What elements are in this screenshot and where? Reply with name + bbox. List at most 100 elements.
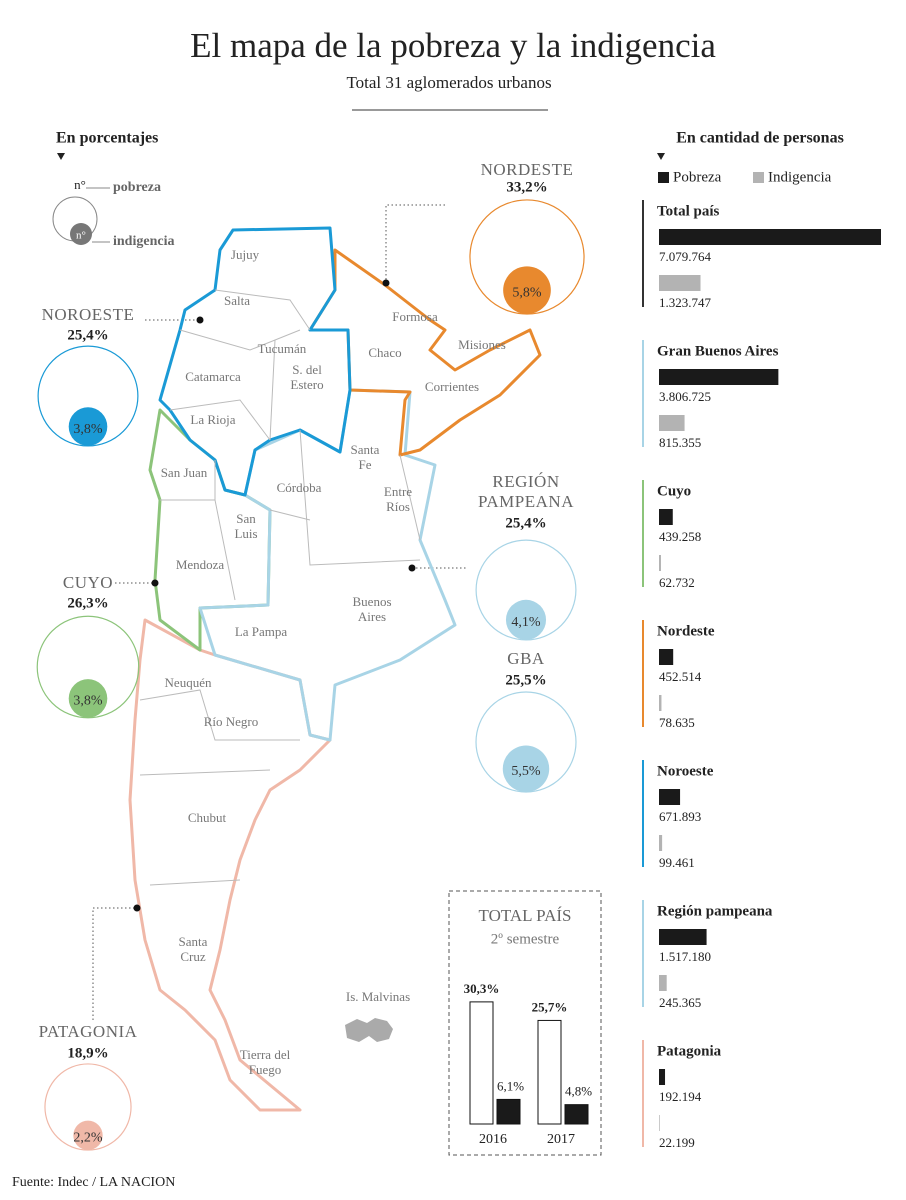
leader-dot — [133, 904, 141, 912]
value-label: 4,8% — [565, 1084, 592, 1099]
legend-sample: n° — [76, 230, 86, 242]
category-label: Patagonia — [657, 1043, 722, 1059]
leader-dot — [408, 564, 416, 572]
province-label: Buenos Aires — [352, 594, 392, 624]
poverty-bubble — [475, 539, 577, 641]
province-label: La Pampa — [234, 624, 288, 639]
bar — [659, 229, 881, 245]
bar — [659, 509, 673, 525]
value-label: 671.893 — [659, 809, 701, 824]
legend-label: Pobreza — [673, 169, 722, 185]
indigence-label: 3,8% — [73, 422, 103, 437]
value-label: 99.461 — [659, 855, 695, 870]
province-label: Tierra del Fuego — [239, 1047, 291, 1077]
province-label: Formosa — [392, 309, 438, 324]
bar — [659, 415, 685, 431]
province-label: Santa Fe — [350, 442, 380, 472]
indigence-label: 5,5% — [511, 764, 541, 779]
subtitle: Total 31 aglomerados urbanos — [346, 73, 551, 92]
bar — [659, 975, 667, 991]
chart-title: TOTAL PAÍS — [479, 906, 572, 925]
bar — [659, 1069, 666, 1085]
poverty-bubble — [475, 691, 577, 793]
value-label: 192.194 — [659, 1089, 702, 1104]
province-label: San Juan — [160, 465, 208, 480]
indigence-label: 2,2% — [73, 1131, 103, 1146]
value-label: 3.806.725 — [659, 389, 711, 404]
bar — [496, 1098, 521, 1125]
bar — [659, 695, 662, 711]
region-outline — [128, 618, 332, 1112]
indigence-bubble — [73, 1120, 103, 1151]
leader — [92, 907, 137, 1020]
leader-dot — [151, 579, 159, 587]
category-label: Región pampeana — [657, 903, 773, 919]
value-label: 6,1% — [497, 1078, 524, 1093]
value-label: 30,3% — [464, 981, 500, 996]
region-name: NORDESTE — [480, 160, 574, 179]
bar — [659, 275, 701, 291]
value-label: 452.514 — [659, 669, 702, 684]
province-label: S. del Estero — [290, 362, 324, 392]
title: El mapa de la pobreza y la indigencia — [190, 26, 716, 65]
legend-heading: En porcentajes — [56, 130, 158, 147]
value-label: 245.365 — [659, 995, 701, 1010]
chart-title: En cantidad de personas — [676, 130, 844, 147]
indigence-bubble — [503, 266, 551, 315]
province-label: San Luis — [234, 511, 258, 541]
bar — [659, 835, 663, 851]
bar — [659, 649, 674, 665]
value-label: 7.079.764 — [659, 249, 712, 264]
indigence-bubble — [505, 599, 547, 640]
region-outline — [158, 226, 352, 497]
value-label: 78.635 — [659, 715, 695, 730]
indigence-label: 3,8% — [73, 694, 103, 709]
province-label: Chubut — [187, 810, 227, 825]
province-label: La Rioja — [190, 412, 236, 427]
region-poverty-label: 25,4% — [67, 327, 108, 343]
x-tick-label: 2017 — [547, 1132, 575, 1147]
province-label: Corrientes — [424, 379, 480, 394]
value-label: 25,7% — [532, 999, 568, 1014]
x-tick-label: 2016 — [479, 1132, 507, 1147]
value-label: 1.517.180 — [659, 949, 711, 964]
leader — [385, 204, 445, 283]
region-name: GBA — [507, 649, 545, 668]
chart-subtitle: 2º semestre — [491, 931, 560, 947]
leader-dot — [382, 279, 390, 287]
indigence-label: 4,1% — [511, 615, 541, 630]
legend-swatch — [658, 172, 669, 183]
region-poverty-label: 33,2% — [506, 179, 547, 195]
bar — [537, 1019, 562, 1125]
legend-inner — [70, 223, 92, 245]
region-name: CUYO — [62, 573, 114, 592]
province-label: Salta — [224, 293, 250, 308]
value-label: 439.258 — [659, 529, 701, 544]
arrow — [657, 153, 665, 160]
region-name: PATAGONIA — [38, 1022, 138, 1041]
province-label: Neuquén — [164, 675, 212, 690]
value-label: 22.199 — [659, 1135, 695, 1150]
indigence-bubble — [68, 407, 108, 446]
province-label: Córdoba — [276, 480, 322, 495]
value-label: 815.355 — [659, 435, 701, 450]
bar — [564, 1104, 589, 1125]
legend-swatch — [753, 172, 764, 183]
legend-label: Indigencia — [768, 169, 832, 185]
indigence-label: 5,8% — [512, 285, 542, 300]
total-box — [448, 890, 602, 1156]
category-label: Cuyo — [657, 483, 691, 499]
province-label: Jujuy — [230, 247, 260, 262]
region-poverty-label: 25,4% — [505, 515, 546, 531]
indigence-bubble — [502, 745, 550, 792]
islands-label: Is. Malvinas — [346, 989, 410, 1004]
value-label: 1.323.747 — [659, 295, 712, 310]
legend-label: indigencia — [113, 234, 174, 249]
bar — [659, 789, 681, 805]
legend-sample: n° — [74, 177, 86, 192]
islands-shape — [345, 1018, 393, 1042]
indigence-bubble — [68, 679, 108, 718]
region-poverty-label: 26,3% — [67, 595, 108, 611]
legend-label: pobreza — [113, 180, 161, 195]
